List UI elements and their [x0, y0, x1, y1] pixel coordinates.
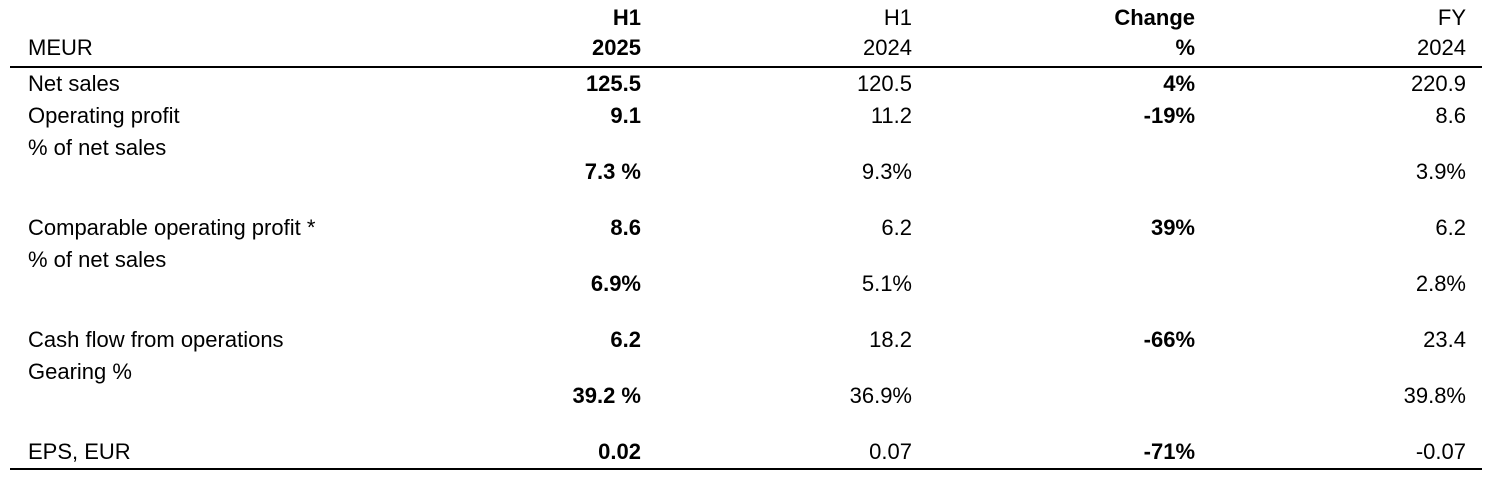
cell: 8.6 [1435, 103, 1466, 128]
row-label: % of net sales [28, 247, 167, 272]
cell: 220.9 [1410, 71, 1466, 96]
cell: 125.5 [585, 71, 641, 96]
cell: 9.1 [610, 103, 641, 128]
cell: 6.9% [590, 271, 641, 296]
cell: 0.02 [598, 439, 641, 464]
cell: 5.1% [861, 271, 912, 296]
row-label: Comparable operating profit * [28, 215, 316, 240]
cell: 39.8% [1403, 383, 1466, 408]
row-label: EPS, EUR [28, 439, 131, 464]
row-label: % of net sales [28, 135, 167, 160]
cell: 39.2 % [572, 383, 642, 408]
row-label: Net sales [28, 71, 120, 96]
cell: 39% [1150, 215, 1195, 240]
cell: 36.9% [849, 383, 912, 408]
row-label: Cash flow from operations [28, 327, 284, 352]
cell: -19% [1143, 103, 1195, 128]
cell: 3.9% [1415, 159, 1466, 184]
column-header: FY [1437, 5, 1466, 30]
column-header: H1 [883, 5, 912, 30]
cell: 8.6 [610, 215, 641, 240]
cell: 6.2 [881, 215, 912, 240]
cell: 23.4 [1423, 327, 1466, 352]
cell: 2.8% [1415, 271, 1466, 296]
row-label: Operating profit [28, 103, 180, 128]
cell: 0.07 [869, 439, 912, 464]
header-rule [10, 66, 1482, 68]
cell: -0.07 [1415, 439, 1466, 464]
row-label: Gearing % [28, 359, 132, 384]
cell: 6.2 [1435, 215, 1466, 240]
column-header: % [1175, 35, 1195, 60]
column-header: 2024 [1417, 35, 1466, 60]
cell: 4% [1163, 71, 1195, 96]
bottom-rule [10, 468, 1482, 470]
cell: 9.3% [861, 159, 912, 184]
column-header: 2024 [863, 35, 912, 60]
cell: 6.2 [610, 327, 641, 352]
cell: 120.5 [856, 71, 912, 96]
cell: 7.3 % [584, 159, 641, 184]
cell: -71% [1143, 439, 1195, 464]
cell: -66% [1143, 327, 1195, 352]
column-header: Change [1114, 5, 1195, 30]
cell: 18.2 [869, 327, 912, 352]
unit-label: MEUR [28, 35, 93, 60]
column-header: 2025 [592, 35, 641, 60]
column-header: H1 [612, 5, 641, 30]
cell: 11.2 [870, 103, 912, 128]
